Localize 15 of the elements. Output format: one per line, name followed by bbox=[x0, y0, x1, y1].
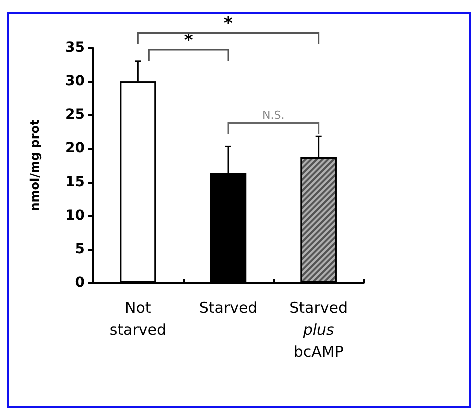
y-tick-label: 0 bbox=[75, 275, 86, 291]
annotation: * bbox=[184, 31, 194, 52]
y-tick-label: 20 bbox=[66, 140, 86, 157]
x-tick-label: Not starved bbox=[110, 299, 167, 339]
y-tick-label: 15 bbox=[66, 174, 85, 190]
annotation: N.S. bbox=[262, 109, 285, 122]
y-tick-label: 35 bbox=[66, 40, 85, 56]
y-tick-label: 5 bbox=[75, 241, 85, 258]
y-tick-label: 10 bbox=[66, 208, 86, 224]
y-tick-label: 25 bbox=[66, 107, 85, 124]
text: * bbox=[224, 14, 234, 34]
x-tick-label: Starved plus bcAMP bbox=[290, 299, 348, 361]
y-tick-label: 30 bbox=[66, 74, 86, 90]
x-tick-label: Starved bbox=[199, 299, 258, 317]
y-axis-title: nmol/mg prot bbox=[28, 119, 42, 212]
